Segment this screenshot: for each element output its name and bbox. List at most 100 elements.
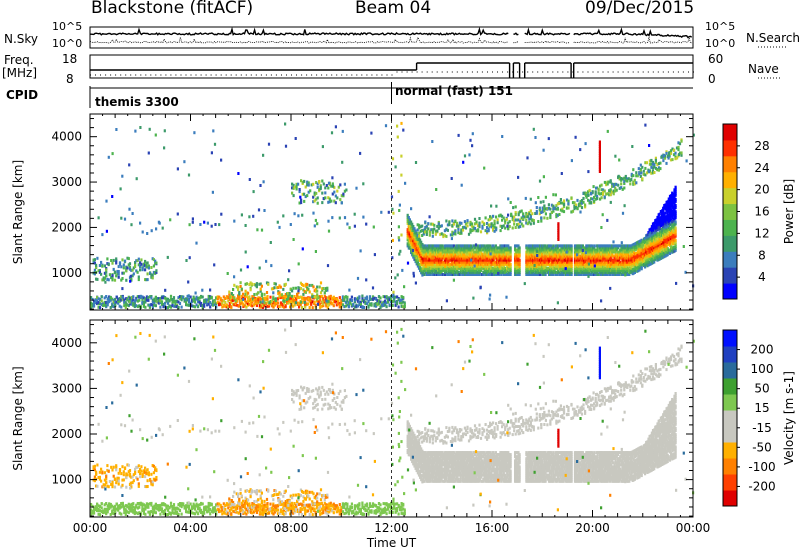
data-cell	[126, 266, 129, 270]
data-cell	[601, 248, 604, 252]
data-cell	[388, 296, 391, 300]
data-cell	[493, 264, 496, 268]
data-cell	[307, 297, 310, 301]
data-cell	[630, 258, 633, 262]
data-cell	[328, 303, 331, 307]
data-cell	[640, 267, 643, 271]
data-cell	[456, 248, 459, 252]
data-cell	[93, 268, 96, 272]
data-cell	[475, 258, 478, 262]
data-cell	[592, 252, 595, 256]
data-cell	[493, 260, 496, 264]
data-cell	[662, 243, 665, 247]
data-cell	[423, 268, 426, 272]
data-cell	[640, 251, 643, 254]
data-cell	[604, 273, 607, 276]
data-cell	[144, 259, 147, 263]
data-cell	[257, 291, 260, 295]
data-cell	[251, 304, 254, 308]
data-cell	[601, 268, 604, 272]
data-cell	[232, 294, 235, 297]
data-cell	[346, 299, 349, 303]
data-cell	[612, 266, 615, 270]
data-cell	[544, 207, 547, 211]
data-cell	[514, 246, 517, 250]
data-cell	[377, 302, 381, 306]
data-cell	[648, 234, 651, 238]
data-cell	[541, 252, 544, 256]
data-cell	[560, 248, 563, 252]
data-cell	[550, 248, 553, 252]
data-cell	[216, 297, 219, 301]
data-cell	[155, 269, 158, 273]
data-cell	[605, 266, 608, 270]
data-cell	[666, 212, 669, 216]
data-cell	[501, 254, 504, 258]
data-cell	[605, 256, 608, 260]
data-cell	[509, 273, 512, 276]
data-cell	[657, 250, 660, 253]
data-cell	[148, 295, 151, 299]
data-cell	[374, 297, 378, 301]
data-cell	[257, 300, 260, 304]
data-cell	[641, 248, 644, 252]
data-cell	[549, 262, 552, 266]
data-cell	[562, 254, 565, 258]
data-cell	[553, 248, 556, 252]
data-cell	[443, 273, 447, 276]
data-cell	[666, 243, 669, 246]
data-cell	[423, 266, 426, 270]
data-cell	[150, 303, 153, 307]
data-cell	[200, 295, 203, 299]
data-cell	[355, 304, 358, 308]
data-cell	[667, 248, 670, 252]
data-cell	[630, 178, 633, 181]
data-cell	[630, 270, 633, 274]
data-cell	[549, 256, 552, 260]
data-cell	[478, 264, 482, 268]
data-cell	[526, 270, 529, 274]
data-cell	[516, 258, 519, 262]
data-cell	[575, 250, 578, 254]
data-cell	[131, 268, 134, 272]
data-cell	[562, 264, 565, 268]
data-cell	[573, 207, 576, 211]
data-cell	[465, 256, 468, 260]
data-cell	[536, 262, 539, 266]
data-cell	[487, 218, 490, 222]
data-cell	[630, 268, 633, 272]
data-cell	[588, 260, 591, 264]
data-cell	[136, 295, 139, 299]
data-cell	[616, 246, 620, 250]
data-cell	[674, 214, 677, 218]
data-cell	[671, 234, 674, 238]
data-cell	[432, 256, 435, 260]
data-cell	[293, 295, 296, 298]
data-cell	[431, 270, 434, 274]
data-cell	[466, 224, 469, 228]
data-cell	[441, 248, 444, 252]
data-cell	[578, 260, 581, 264]
data-cell	[653, 248, 656, 252]
data-cell	[546, 268, 549, 272]
data-cell	[240, 301, 243, 305]
data-cell	[631, 260, 634, 263]
data-cell	[295, 297, 298, 301]
data-cell	[657, 252, 660, 255]
data-cell	[645, 234, 648, 238]
data-cell	[263, 292, 266, 296]
data-cell	[100, 303, 103, 306]
data-cell	[659, 232, 662, 236]
data-cell	[535, 209, 538, 213]
data-cell	[579, 244, 582, 248]
data-cell	[527, 268, 530, 272]
data-cell	[439, 224, 442, 228]
data-cell	[139, 296, 142, 299]
data-cell	[328, 297, 331, 301]
data-cell	[194, 305, 197, 309]
data-cell	[259, 282, 262, 286]
data-cell	[97, 305, 100, 309]
data-cell	[396, 295, 399, 299]
data-cell	[410, 220, 413, 224]
data-cell	[287, 299, 290, 303]
